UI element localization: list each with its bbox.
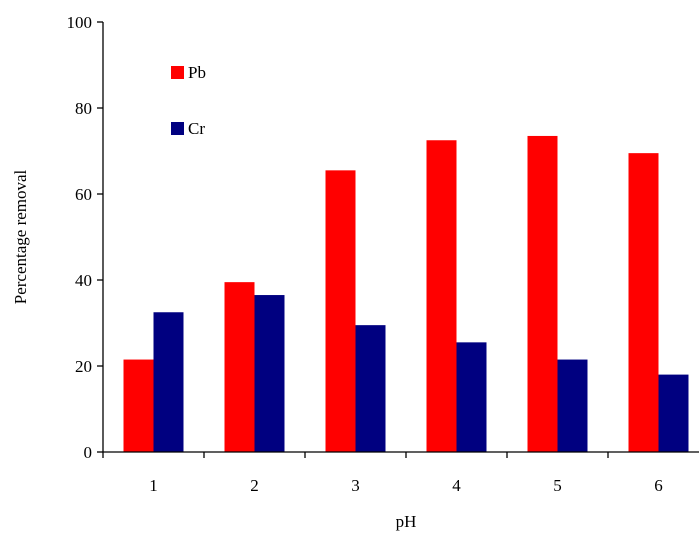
bar-cr-2 bbox=[254, 295, 285, 452]
y-axis-title: Percentage removal bbox=[11, 169, 30, 304]
bar-pb-4 bbox=[426, 140, 457, 452]
x-tick-label: 5 bbox=[553, 476, 562, 495]
y-tick-label: 100 bbox=[67, 13, 93, 32]
x-tick-label: 3 bbox=[351, 476, 360, 495]
bar-cr-1 bbox=[153, 312, 184, 452]
y-tick-label: 40 bbox=[75, 271, 92, 290]
x-tick-label: 6 bbox=[654, 476, 663, 495]
bar-cr-3 bbox=[355, 325, 386, 452]
ticks-group: 0 20 40 60 80 100 1 2 3 4 5 6 bbox=[67, 13, 663, 495]
bar-pb-3 bbox=[325, 170, 356, 452]
legend-swatch-cr bbox=[171, 122, 184, 135]
legend-label-pb: Pb bbox=[188, 63, 206, 82]
bar-pb-1 bbox=[123, 359, 154, 452]
bar-pb-2 bbox=[224, 282, 255, 452]
bar-cr-4 bbox=[456, 342, 487, 452]
axes-group bbox=[102, 22, 699, 453]
bars-group bbox=[123, 135, 689, 452]
x-tick-label: 2 bbox=[250, 476, 259, 495]
bar-cr-6 bbox=[658, 374, 689, 452]
y-tick-label: 0 bbox=[84, 443, 93, 462]
bar-pb-6 bbox=[628, 153, 659, 452]
x-tick-label: 4 bbox=[452, 476, 461, 495]
bar-pb-5 bbox=[527, 135, 558, 452]
y-tick-label: 80 bbox=[75, 99, 92, 118]
y-tick-label: 60 bbox=[75, 185, 92, 204]
legend-swatch-pb bbox=[171, 66, 184, 79]
x-axis-title: pH bbox=[396, 512, 417, 531]
bar-cr-5 bbox=[557, 359, 588, 452]
y-tick-label: 20 bbox=[75, 357, 92, 376]
legend: Pb Cr bbox=[171, 63, 206, 138]
x-tick-label: 1 bbox=[149, 476, 158, 495]
legend-label-cr: Cr bbox=[188, 119, 205, 138]
